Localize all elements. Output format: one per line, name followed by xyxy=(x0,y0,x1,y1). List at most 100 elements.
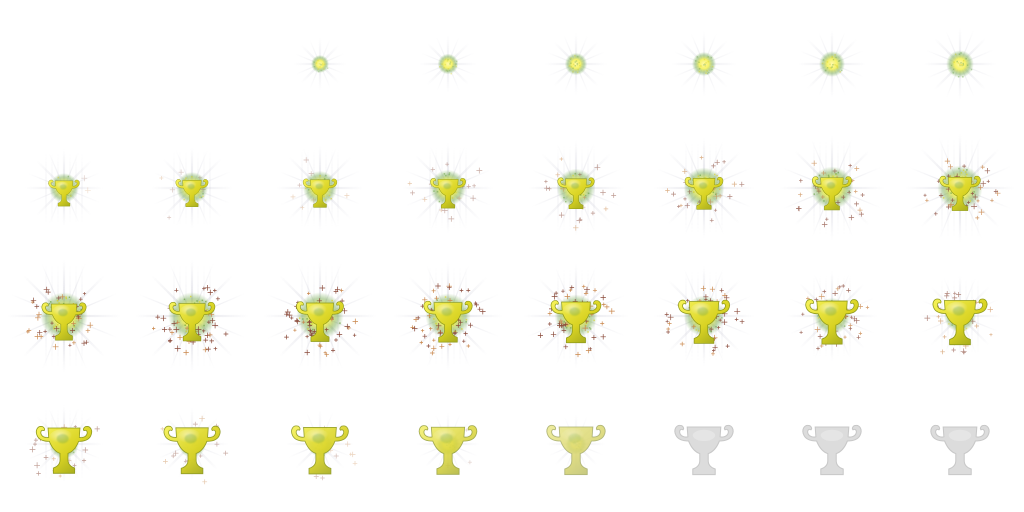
animation-frame xyxy=(256,128,384,256)
glow-core xyxy=(819,51,845,77)
animation-frame xyxy=(0,384,128,512)
trophy-frame-art xyxy=(25,149,103,227)
trophy-icon xyxy=(302,178,338,208)
trophy-frame-art xyxy=(6,258,122,374)
trophy-frame-art xyxy=(262,258,378,374)
trophy-frame-art xyxy=(802,424,862,476)
trophy-frame-art xyxy=(671,31,737,97)
sparkle-icon xyxy=(544,157,617,231)
trophy-ghost xyxy=(930,424,990,476)
animation-frame xyxy=(384,384,512,512)
animation-frame xyxy=(512,0,640,128)
animation-frame xyxy=(256,384,384,512)
trophy-icon xyxy=(546,424,606,476)
animation-frame xyxy=(896,0,1024,128)
trophy-frame-art xyxy=(930,424,990,476)
glow-core xyxy=(691,51,717,77)
animation-frame xyxy=(256,0,384,128)
animation-frame xyxy=(128,384,256,512)
sparkle-icon xyxy=(26,286,94,350)
trophy-frame-art xyxy=(653,137,755,239)
animation-frame xyxy=(640,256,768,384)
trophy-frame-art xyxy=(151,147,233,229)
animation-frame xyxy=(0,0,128,128)
trophy-frame-art xyxy=(293,37,347,91)
trophy-icon xyxy=(291,425,349,475)
trophy-frame-art xyxy=(545,33,607,95)
trophy-icon xyxy=(168,301,216,342)
trophy-frame-art xyxy=(128,0,256,128)
animation-frame xyxy=(640,0,768,128)
animation-frame xyxy=(384,0,512,128)
animation-frame xyxy=(512,384,640,512)
sparkle-icon xyxy=(799,284,870,351)
trophy-icon xyxy=(163,425,221,475)
trophy-frame-art xyxy=(546,414,606,476)
animation-frame xyxy=(768,128,896,256)
trophy-icon xyxy=(939,175,981,211)
trophy-icon xyxy=(805,299,859,345)
glow-core xyxy=(564,52,588,76)
animation-frame xyxy=(384,128,512,256)
trophy-frame-art xyxy=(528,140,624,236)
trophy-icon xyxy=(674,424,734,476)
trophy-frame-art xyxy=(285,409,358,481)
trophy-frame-art xyxy=(797,29,867,99)
animation-frame xyxy=(0,128,128,256)
trophy-frame-art xyxy=(919,275,1001,357)
trophy-frame-art xyxy=(155,407,229,485)
trophy-frame-art xyxy=(905,133,1015,243)
animation-frame xyxy=(128,256,256,384)
trophy-icon xyxy=(557,177,595,209)
glow-core xyxy=(311,55,329,73)
animation-frame xyxy=(896,128,1024,256)
animation-frame xyxy=(640,128,768,256)
trophy-icon xyxy=(175,179,209,207)
trophy-icon xyxy=(678,299,730,344)
animation-frame xyxy=(128,128,256,256)
trophy-frame-art xyxy=(653,265,755,367)
trophy-frame-art xyxy=(393,261,503,371)
trophy-icon xyxy=(430,178,466,209)
trophy-icon xyxy=(296,301,344,342)
animation-frame xyxy=(896,256,1024,384)
glow-core xyxy=(946,50,974,78)
animation-frame xyxy=(768,256,896,384)
sparkle-icon xyxy=(284,285,358,357)
trophy-frame-art xyxy=(418,34,478,94)
glow-core xyxy=(437,53,459,75)
trophy-icon xyxy=(802,424,862,476)
trophy-icon xyxy=(423,300,473,343)
animation-frame xyxy=(256,256,384,384)
trophy-frame-art xyxy=(0,0,128,128)
trophy-ghost xyxy=(802,424,862,476)
trophy-frame-art xyxy=(779,135,885,241)
animation-frame xyxy=(0,256,128,384)
trophy-frame-art xyxy=(923,27,997,101)
trophy-frame-art xyxy=(416,412,480,476)
trophy-frame-art xyxy=(25,405,103,483)
sparkle-icon xyxy=(537,284,615,358)
trophy-frame-art xyxy=(402,142,494,234)
trophy-icon xyxy=(41,302,87,341)
trophy-frame-art xyxy=(134,258,250,374)
trophy-icon xyxy=(418,425,478,475)
animation-frame xyxy=(512,256,640,384)
trophy-icon xyxy=(35,426,93,474)
animation-frame xyxy=(640,384,768,512)
trophy-icon xyxy=(932,298,988,346)
trophy-frame-art xyxy=(786,270,878,362)
animation-frame xyxy=(128,0,256,128)
animation-frame xyxy=(384,256,512,384)
trophy-frame-art xyxy=(276,144,364,232)
trophy-icon xyxy=(684,176,724,210)
trophy-icon xyxy=(930,424,990,476)
trophy-frame-art xyxy=(523,263,629,369)
trophy-ghost xyxy=(674,424,734,476)
animation-frame xyxy=(512,128,640,256)
trophy-frame-art xyxy=(674,424,734,476)
trophy-icon xyxy=(812,176,852,211)
animation-frame xyxy=(768,0,896,128)
animation-frame xyxy=(896,384,1024,512)
